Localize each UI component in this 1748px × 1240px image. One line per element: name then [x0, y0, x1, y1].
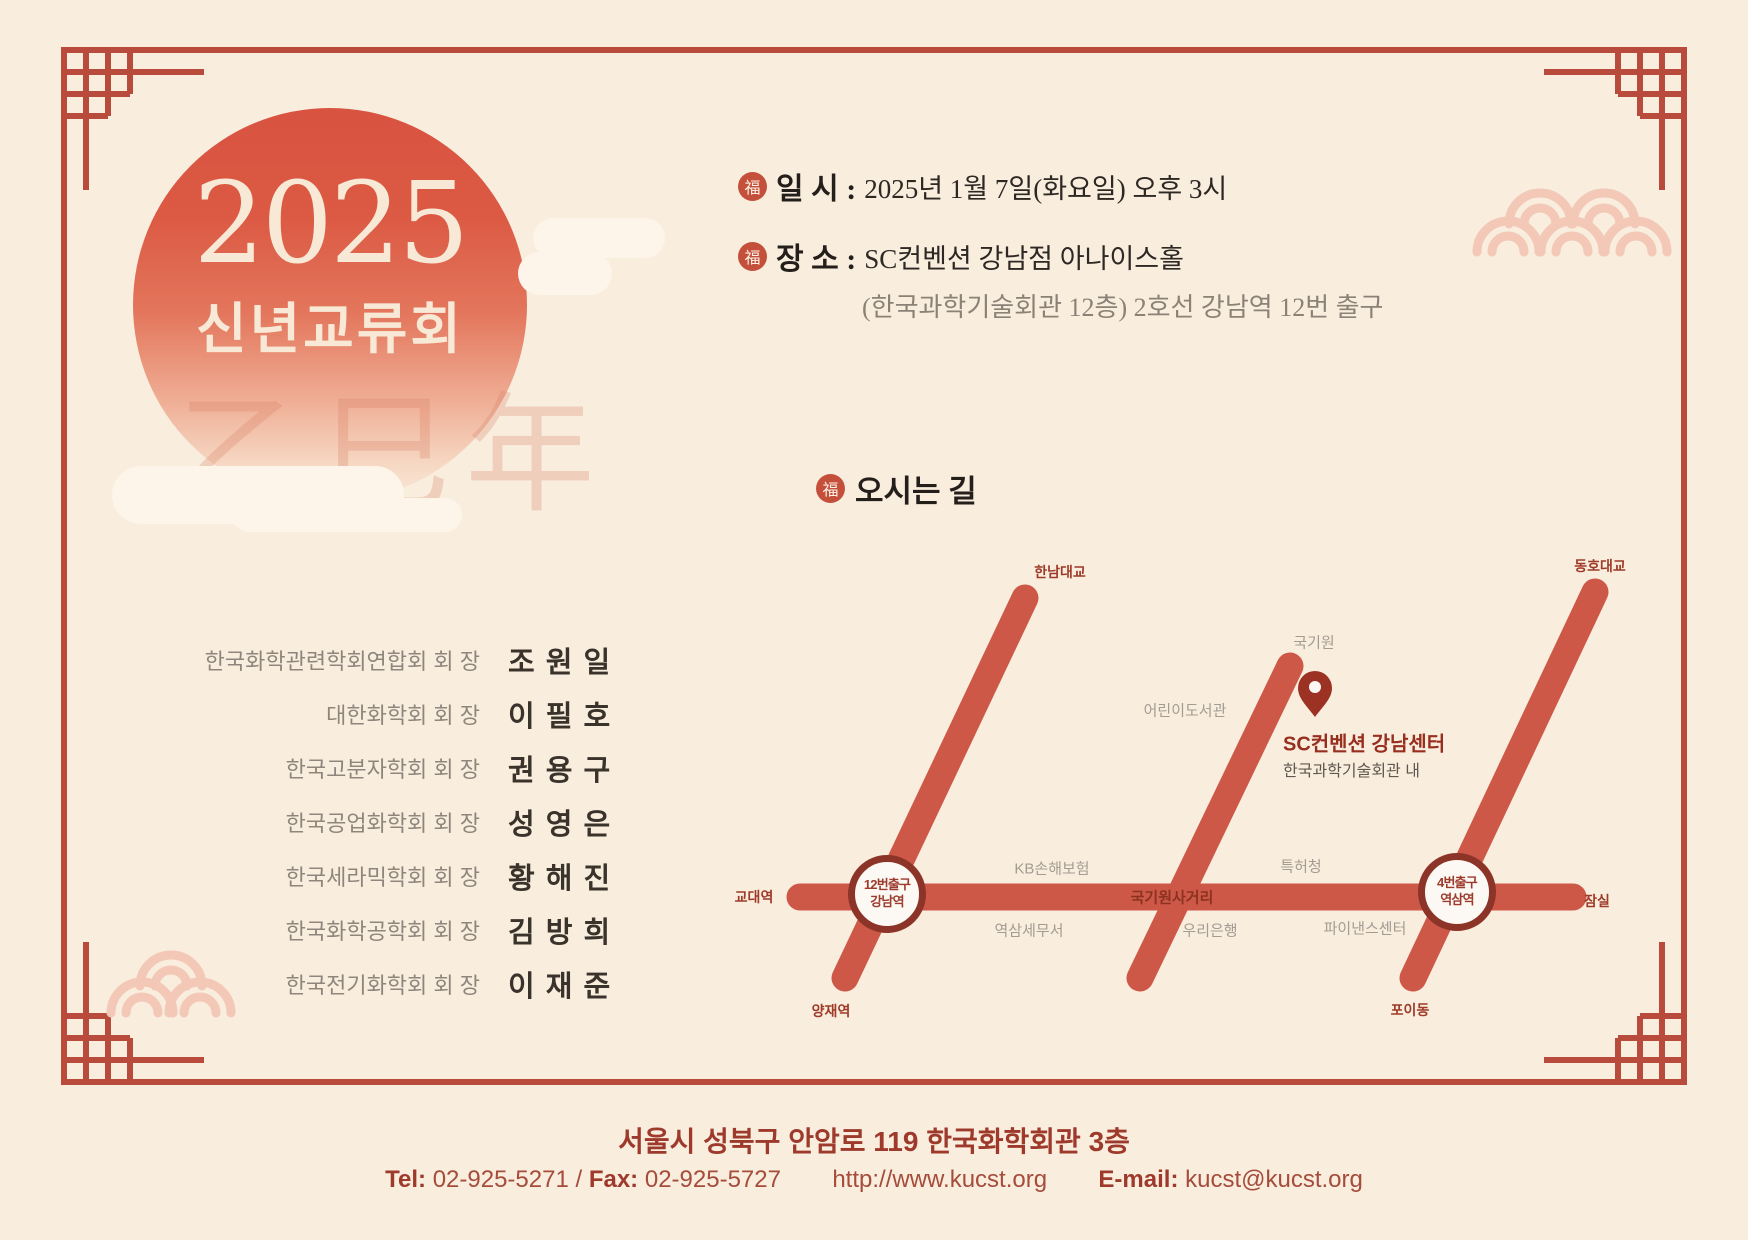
- tel-value: 02-925-5271: [432, 1166, 569, 1193]
- wave-decoration-icon: [106, 950, 236, 1018]
- map-venue-description: 한국과학기술회관 내: [1283, 763, 1420, 780]
- map-label-finance-center: 파이낸스센터: [1323, 920, 1407, 938]
- list-item: 한국세라믹학회 회 장 황 해 진: [150, 849, 611, 903]
- map-label-yangjae-station: 양재역: [811, 1003, 851, 1019]
- station-exit: 12번출구: [863, 877, 911, 893]
- map-label-patent-office: 특허청: [1280, 858, 1322, 876]
- location-pin-icon: [1298, 671, 1332, 717]
- directions-title: 오시는 길: [855, 473, 977, 509]
- map-label-hannam-bridge: 한남대교: [1034, 564, 1086, 580]
- chairman-org: 한국화학공학회 회 장: [285, 919, 480, 944]
- map-label-poi-dong: 포이동: [1390, 1002, 1430, 1018]
- map-label-woori-bank: 우리은행: [1182, 922, 1238, 940]
- email-value: kucst@kucst.org: [1185, 1166, 1363, 1193]
- map-label-kb-insurance: KB손해보험: [1014, 860, 1090, 878]
- cloud-decoration: [518, 252, 612, 295]
- fortune-badge-icon: 福: [816, 473, 845, 503]
- email-label: E-mail:: [1098, 1166, 1179, 1193]
- chairman-name: 이 필 호: [508, 701, 611, 733]
- chairman-name: 조 원 일: [508, 647, 611, 679]
- map-label-gukgiwon: 국기원: [1293, 634, 1335, 652]
- title-circle: [133, 108, 527, 502]
- chairman-org: 한국공업화학회 회 장: [285, 811, 480, 836]
- location-pin-hole: [1309, 681, 1321, 693]
- wave-decoration-icon: [1472, 188, 1672, 257]
- venue-row: 福 장 소 : SC컨벤션 강남점 아나이스홀: [738, 232, 1184, 280]
- station-name: 강남역: [870, 894, 904, 909]
- datetime-row: 福 일 시 : 2025년 1월 7일(화요일) 오후 3시: [738, 162, 1227, 210]
- chairman-org: 한국전기화학회 회 장: [285, 973, 480, 998]
- list-item: 한국공업화학회 회 장 성 영 은: [150, 795, 611, 849]
- frame-corner-top-right: [1544, 50, 1684, 190]
- list-item: 대한화학회 회 장 이 필 호: [150, 687, 610, 741]
- venue-value: SC컨벤션 강남점 아나이스홀: [864, 243, 1184, 274]
- map-label-yeoksam-tax-office: 역삼세무서: [994, 922, 1064, 940]
- list-item: 한국화학공학회 회 장 김 방 희: [150, 903, 611, 957]
- frame-corner-bottom-right: [1544, 942, 1684, 1082]
- chairman-name: 김 방 희: [508, 917, 611, 949]
- station-name: 역삼역: [1440, 892, 1474, 907]
- map-label-children-library: 어린이도서관: [1143, 702, 1227, 720]
- fax-value: 02-925-5727: [644, 1166, 781, 1193]
- chairman-name: 성 영 은: [508, 809, 611, 841]
- chairmen-list: 한국화학관련학회연합회 회 장 조 원 일 대한화학회 회 장 이 필 호 한국…: [150, 633, 611, 1011]
- website-url: http://www.kucst.org: [832, 1166, 1048, 1193]
- cloud-decoration: [232, 498, 462, 532]
- gangnam-station-circle: 12번출구 강남역: [848, 855, 926, 933]
- map-label-gyodae-station: 교대역: [734, 889, 774, 905]
- chairman-org: 한국고분자학회 회 장: [285, 757, 480, 782]
- venue-note: (한국과학기술회관 12층) 2호선 강남역 12번 출구: [862, 293, 1384, 322]
- directions-title-row: 福 오시는 길: [816, 466, 977, 510]
- map-road-diagonal-middle: [1126, 652, 1304, 992]
- fortune-badge-icon: 福: [738, 171, 767, 201]
- chairman-name: 황 해 진: [508, 863, 611, 895]
- map-label-jamsil: 잠실: [1584, 893, 1610, 909]
- poster-event-title: 신년교류회: [195, 299, 464, 360]
- map-label-gukgiwon-crossing: 국기원사거리: [1130, 889, 1214, 907]
- yeoksam-station-circle: 4번출구 역삼역: [1418, 853, 1496, 931]
- poster-year: 2025: [193, 159, 469, 289]
- fortune-badge-icon: 福: [738, 241, 767, 271]
- footer-contact-line: Tel: 02-925-5271 / Fax: 02-925-5727 http…: [0, 1166, 1748, 1194]
- chairman-org: 한국세라믹학회 회 장: [285, 865, 480, 890]
- cloud-decoration: [533, 218, 665, 258]
- station-exit: 4번출구: [1437, 875, 1478, 891]
- frame-corner-top-left: [64, 50, 204, 190]
- map-label-dongho-bridge: 동호대교: [1574, 558, 1626, 574]
- footer-address: 서울시 성북구 안암로 119 한국화학회관 3층: [618, 1126, 1130, 1157]
- frame-border: [61, 47, 1687, 1085]
- list-item: 한국화학관련학회연합회 회 장 조 원 일: [150, 633, 611, 687]
- chairman-org: 대한화학회 회 장: [326, 703, 480, 728]
- tel-fax-separator: /: [575, 1166, 583, 1193]
- list-item: 한국고분자학회 회 장 권 용 구: [150, 741, 611, 795]
- datetime-label: 일 시 :: [776, 173, 857, 206]
- chairman-org: 한국화학관련학회연합회 회 장: [204, 649, 480, 674]
- frame-corner-bottom-left: [64, 942, 204, 1082]
- venue-label: 장 소 :: [776, 243, 857, 276]
- chairman-name: 이 재 준: [508, 971, 611, 1003]
- fax-label: Fax:: [588, 1166, 639, 1193]
- map-venue-name: SC컨벤션 강남센터: [1283, 733, 1446, 756]
- chairman-name: 권 용 구: [508, 755, 611, 787]
- tel-label: Tel:: [385, 1166, 427, 1193]
- datetime-value: 2025년 1월 7일(화요일) 오후 3시: [864, 173, 1228, 204]
- list-item: 한국전기화학회 회 장 이 재 준: [150, 957, 611, 1011]
